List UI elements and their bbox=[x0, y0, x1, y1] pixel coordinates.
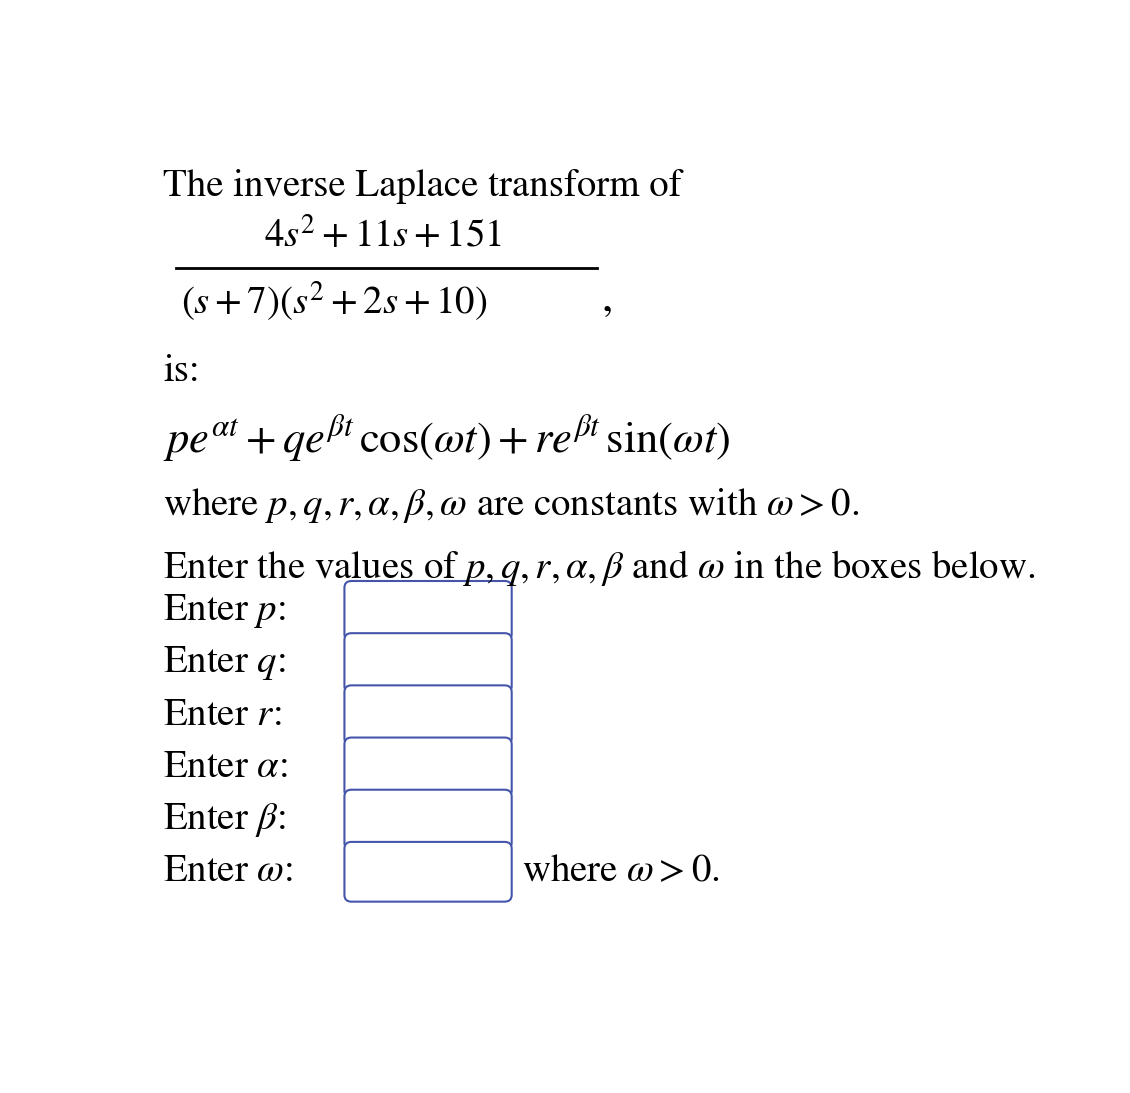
Text: Enter $\beta$:: Enter $\beta$: bbox=[163, 800, 286, 838]
FancyBboxPatch shape bbox=[345, 842, 512, 902]
Text: Enter the values of $p, q, r, \alpha, \beta$ and $\omega$ in the boxes below.: Enter the values of $p, q, r, \alpha, \b… bbox=[163, 548, 1036, 588]
FancyBboxPatch shape bbox=[345, 581, 512, 640]
Text: $(s + 7)(s^2 + 2s + 10)$: $(s + 7)(s^2 + 2s + 10)$ bbox=[181, 280, 487, 322]
Text: where $p, q, r, \alpha, \beta, \omega$ are constants with $\omega > 0$.: where $p, q, r, \alpha, \beta, \omega$ a… bbox=[163, 486, 860, 526]
Text: $4s^2 + 11s + 151$: $4s^2 + 11s + 151$ bbox=[264, 218, 502, 255]
FancyBboxPatch shape bbox=[345, 738, 512, 797]
Text: Enter $p$:: Enter $p$: bbox=[163, 592, 286, 630]
Text: Enter $r$:: Enter $r$: bbox=[163, 697, 281, 732]
Text: where $\omega > 0$.: where $\omega > 0$. bbox=[522, 855, 720, 890]
Text: Enter $\omega$:: Enter $\omega$: bbox=[163, 855, 293, 890]
Text: Enter $\alpha$:: Enter $\alpha$: bbox=[163, 750, 288, 785]
FancyBboxPatch shape bbox=[345, 633, 512, 693]
FancyBboxPatch shape bbox=[345, 685, 512, 745]
Text: $pe^{\alpha t} + qe^{\beta t}\,\mathrm{cos}(\omega t) + re^{\beta t}\,\mathrm{si: $pe^{\alpha t} + qe^{\beta t}\,\mathrm{c… bbox=[163, 413, 730, 465]
Text: The inverse Laplace transform of: The inverse Laplace transform of bbox=[163, 169, 681, 204]
Text: ,: , bbox=[601, 282, 612, 320]
FancyBboxPatch shape bbox=[345, 790, 512, 849]
Text: Enter $q$:: Enter $q$: bbox=[163, 644, 286, 682]
Text: is:: is: bbox=[163, 354, 200, 389]
